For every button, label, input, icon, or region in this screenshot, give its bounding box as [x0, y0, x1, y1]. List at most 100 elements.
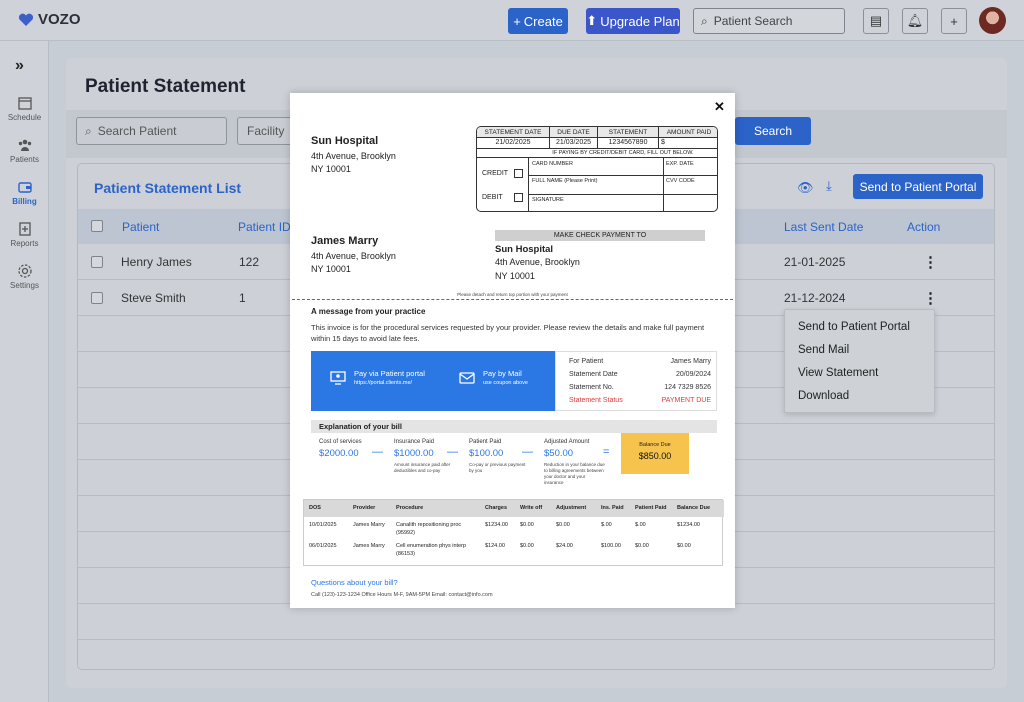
sidebar-item-billing[interactable]: Billing: [0, 179, 49, 206]
item-ins-paid: $.00: [601, 522, 612, 528]
facility-select[interactable]: Facility: [237, 117, 292, 145]
calc-patient-paid: Patient Paid $100.00 Co-pay or previous …: [469, 439, 531, 474]
more-actions-icon[interactable]: ⋮: [923, 254, 938, 271]
search-patient-input[interactable]: ⌕ Search Patient: [76, 117, 227, 145]
app-logo[interactable]: VOZO: [18, 11, 81, 28]
pay-by-mail-option[interactable]: Pay by Mail use coupon above: [459, 369, 528, 386]
patient-search-placeholder: Patient Search: [713, 14, 793, 28]
calc-value: $100.00: [469, 448, 504, 459]
item-dos: 06/01/2025: [309, 543, 337, 549]
line-items-header: DOS Provider Procedure Charges Write off…: [304, 500, 724, 517]
app-logo-text: VOZO: [38, 11, 81, 28]
item-write-off: $0.00: [520, 543, 534, 549]
pay-via-portal-option[interactable]: Pay via Patient portal https://portal.cl…: [330, 369, 425, 386]
patient-name: Steve Smith: [121, 291, 186, 305]
item-procedure-code: (86153): [396, 551, 415, 557]
select-all-checkbox[interactable]: [91, 220, 103, 232]
calc-label: Patient Paid: [469, 439, 502, 445]
item-balance: $1234.00: [677, 522, 700, 528]
info-row-status: Statement Status PAYMENT DUE: [569, 397, 711, 404]
detach-note: Please detach and return top portion wit…: [457, 292, 568, 297]
row-checkbox[interactable]: [91, 292, 103, 304]
full-name-label: FULL NAME (Please Print): [532, 178, 598, 184]
create-button[interactable]: + Create: [508, 8, 568, 34]
item-balance: $0.00: [677, 543, 691, 549]
row-checkbox[interactable]: [91, 256, 103, 268]
cvv-label: CVV CODE: [666, 178, 695, 184]
status-badge: PAYMENT DUE: [661, 397, 711, 404]
calc-label: Adjusted Amount: [544, 439, 590, 445]
info-row-statement-no: Statement No. 124 7329 8526: [569, 384, 711, 391]
upgrade-plan-button[interactable]: ⬆ Upgrade Plan: [586, 8, 680, 34]
sender-address-line1: 4th Avenue, Brooklyn: [311, 151, 396, 161]
recipient-address-line2: NY 10001: [311, 264, 351, 274]
column-header-last-sent-date[interactable]: Last Sent Date: [784, 220, 864, 234]
close-icon[interactable]: ✕: [714, 99, 725, 114]
recipient-name: James Marry: [311, 235, 379, 247]
coupon-amount-paid[interactable]: $: [659, 138, 717, 149]
equals-icon: =: [603, 446, 610, 458]
more-actions-icon[interactable]: ⋮: [923, 290, 938, 307]
menu-item-view-statement[interactable]: View Statement: [798, 367, 879, 379]
create-button-label: Create: [523, 13, 563, 29]
statement-preview-modal: ✕ Sun Hospital 4th Avenue, Brooklyn NY 1…: [290, 93, 735, 608]
info-label: Statement Date: [569, 371, 618, 378]
debit-label: DEBIT: [482, 194, 503, 201]
sender-name: Sun Hospital: [311, 135, 379, 147]
eye-icon[interactable]: 👁︎: [797, 180, 814, 195]
wallet-icon: [17, 182, 32, 193]
column-header-patient-id[interactable]: Patient ID: [238, 220, 291, 234]
questions-link[interactable]: Questions about your bill?: [311, 578, 398, 587]
add-icon[interactable]: +: [941, 8, 967, 34]
calc-cost-of-services: Cost of services $2000.00: [319, 439, 362, 459]
sidebar-item-reports[interactable]: Reports: [0, 221, 49, 248]
coupon-statement-number: 1234567890: [598, 138, 659, 149]
send-to-patient-portal-button[interactable]: Send to Patient Portal: [853, 174, 983, 199]
patient-name: Henry James: [121, 255, 192, 269]
messages-icon[interactable]: ▤: [863, 8, 889, 34]
calc-insurance-paid: Insurance Paid $1000.00 Amount insurance…: [394, 439, 456, 474]
menu-item-send-to-portal[interactable]: Send to Patient Portal: [798, 321, 910, 333]
download-icon[interactable]: ⤓: [826, 178, 832, 193]
info-label: For Patient: [569, 358, 604, 365]
calc-value: $1000.00: [394, 448, 434, 459]
debit-checkbox[interactable]: [514, 193, 523, 202]
pay-portal-url[interactable]: https://portal.clientx.me/: [354, 380, 413, 386]
search-patient-placeholder: Search Patient: [97, 124, 177, 138]
patient-search-input[interactable]: ⌕ Patient Search: [693, 8, 845, 34]
row-actions-menu: Send to Patient Portal Send Mail View St…: [784, 309, 935, 413]
bell-icon[interactable]: 🔔︎: [902, 8, 928, 34]
cut-line: [292, 299, 733, 300]
column-header-write-off: Write off: [520, 505, 543, 511]
arrow-up-icon: ⬆: [586, 13, 598, 28]
column-header-adjustment: Adjustment: [556, 505, 587, 511]
pay-mail-title: Pay by Mail: [483, 369, 522, 378]
facility-placeholder: Facility: [247, 124, 285, 138]
coupon-header-due-date: DUE DATE: [550, 127, 598, 138]
item-procedure: Canalith repositioning proc: [396, 522, 462, 528]
menu-item-download[interactable]: Download: [798, 390, 850, 402]
balance-due-value: $850.00: [638, 451, 672, 461]
item-provider: James Marry: [353, 522, 385, 528]
list-title: Patient Statement List: [94, 180, 242, 196]
menu-item-send-mail[interactable]: Send Mail: [798, 344, 850, 356]
explanation-header: Explanation of your bill: [311, 420, 717, 433]
sidebar-item-schedule[interactable]: Schedule: [0, 95, 49, 122]
sidebar-item-settings[interactable]: Settings: [0, 263, 49, 290]
column-header-action: Action: [907, 220, 941, 234]
credit-label: CREDIT: [482, 170, 509, 177]
calc-adjusted-amount: Adjusted Amount $50.00 Reduction in your…: [544, 439, 606, 486]
patient-id: 122: [239, 255, 260, 269]
coupon-due-date: 21/03/2025: [550, 138, 598, 149]
credit-checkbox[interactable]: [514, 169, 523, 178]
payment-options: Pay via Patient portal https://portal.cl…: [311, 351, 555, 411]
column-header-patient[interactable]: Patient: [122, 220, 160, 234]
search-button[interactable]: Search: [735, 117, 811, 145]
signature-label: SIGNATURE: [532, 197, 564, 203]
coupon-header-statement-date: STATEMENT DATE: [477, 127, 550, 138]
last-sent-date: 21-01-2025: [784, 255, 846, 269]
expand-sidebar-icon[interactable]: »: [15, 57, 24, 74]
sidebar-item-patients[interactable]: Patients: [0, 137, 49, 164]
avatar[interactable]: [979, 7, 1006, 34]
page-title: Patient Statement: [85, 76, 246, 97]
